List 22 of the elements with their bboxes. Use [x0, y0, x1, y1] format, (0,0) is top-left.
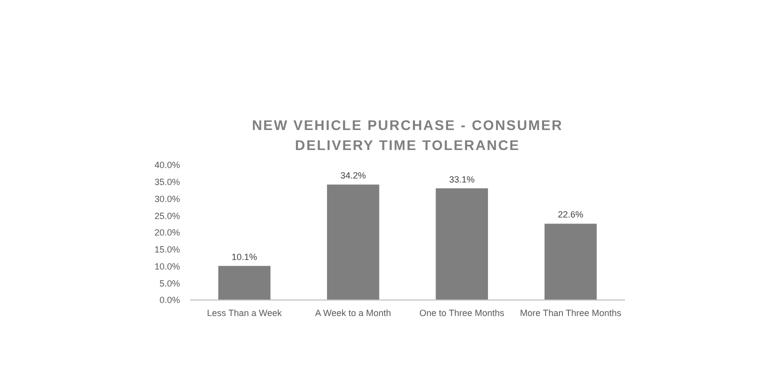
y-tick-label: 40.0%	[154, 160, 180, 170]
chart-title: NEW VEHICLE PURCHASE - CONSUMER DELIVERY TIME TOLERANCE	[252, 117, 563, 153]
y-tick-label: 0.0%	[159, 295, 180, 306]
bar	[327, 184, 380, 300]
bar	[544, 224, 597, 300]
x-tick-label: Less Than a Week	[207, 308, 282, 318]
bar	[218, 266, 270, 300]
y-tick-label: 10.0%	[154, 261, 180, 272]
x-tick-label: A Week to a Month	[315, 308, 392, 318]
y-tick-label: 30.0%	[154, 194, 180, 204]
data-label: 22.6%	[558, 210, 584, 220]
y-tick-label: 35.0%	[154, 177, 180, 188]
data-label: 33.1%	[449, 174, 475, 184]
y-tick-label: 25.0%	[154, 210, 180, 221]
bar	[436, 188, 488, 300]
x-tick-label: One to Three Months	[419, 308, 505, 318]
y-tick-label: 15.0%	[154, 244, 180, 255]
x-tick-label: More Than Three Months	[520, 308, 622, 318]
y-tick-label: 20.0%	[154, 228, 180, 238]
data-label: 34.2%	[340, 170, 366, 181]
y-tick-label: 5.0%	[159, 278, 180, 288]
data-label: 10.1%	[232, 252, 258, 262]
